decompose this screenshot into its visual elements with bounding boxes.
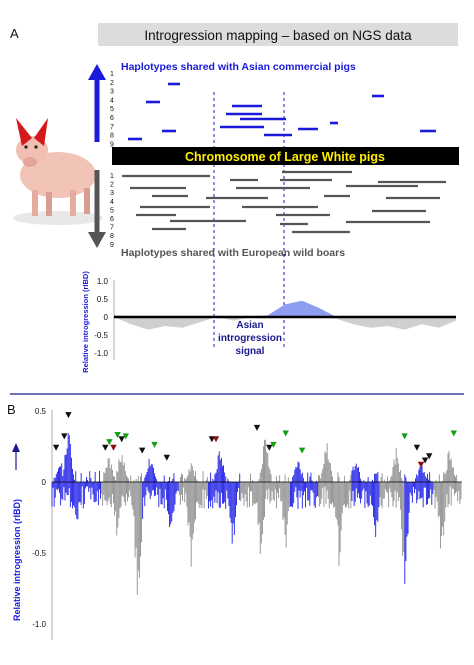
genome-y-tick-label: -0.5 (32, 549, 46, 558)
asian-row-number: 2 (110, 80, 114, 87)
genome-marker-triangle (426, 453, 433, 460)
genome-marker-triangle (417, 461, 425, 468)
genome-marker-triangle (298, 447, 306, 454)
genome-bars (51, 433, 462, 595)
genome-y-arrow-icon (12, 443, 20, 470)
genome-chart: 0.5 0 -0.5 -1.0 Relative introgression (rIB… (12, 407, 462, 640)
genome-y-tick-label: -1.0 (32, 620, 46, 629)
genome-marker-triangle (52, 444, 60, 451)
genome-marker-triangle (266, 444, 273, 451)
asian-row-number: 8 (110, 133, 114, 140)
panel-a-title: Introgression mapping – based on NGS dat… (144, 28, 412, 43)
european-row-number: 5 (110, 207, 114, 214)
european-row-numbers: 1 23 45 6 78 9 (110, 173, 114, 249)
genome-marker-triangle (421, 457, 429, 464)
signal-label-line-1: Asian (236, 320, 263, 331)
genome-marker-triangle (106, 439, 113, 446)
signal-y-tick-label: 0.5 (97, 295, 109, 304)
genome-marker-triangle (413, 444, 421, 451)
genome-marker-triangle (110, 444, 117, 451)
pig-icon (13, 118, 103, 225)
signal-label-line-2: introgression (218, 333, 282, 344)
european-row-number: 6 (110, 216, 114, 223)
genome-marker-triangle (61, 433, 68, 440)
chromosome-label: Chromosome of Large White pigs (185, 150, 385, 164)
asian-row-number: 4 (110, 97, 114, 104)
signal-negative-area (114, 317, 456, 330)
asian-row-number: 9 (110, 141, 114, 148)
genome-marker-triangle (270, 441, 277, 448)
genome-marker-triangle (212, 436, 220, 443)
genome-marker-triangle (208, 436, 216, 443)
signal-y-axis-label: Relative introgression (rIBD) (81, 271, 90, 373)
asian-row-number: 6 (110, 115, 114, 122)
asian-row-numbers: 1 2 34 5 6 7 89 (110, 71, 114, 148)
european-row-number: 7 (110, 225, 114, 232)
signal-label-line-3: signal (236, 346, 265, 357)
genome-marker-triangle (282, 430, 289, 437)
european-row-number: 4 (110, 199, 114, 206)
signal-y-tick-label: -0.5 (94, 331, 108, 340)
asian-haplotype-label: Haplotypes shared with Asian commercial … (121, 61, 356, 73)
asian-direction-arrow-icon (88, 64, 106, 142)
signal-y-tick-label: -1.0 (94, 349, 108, 358)
genome-markers (52, 412, 457, 468)
genome-marker-triangle (253, 424, 261, 431)
signal-y-tick-label: 0 (104, 313, 109, 322)
chromosome-bar (112, 147, 459, 165)
genome-marker-triangle (139, 447, 146, 454)
genome-marker-triangle (65, 412, 72, 419)
genome-marker-triangle (114, 431, 121, 438)
panel-a-letter: A (10, 26, 19, 41)
european-haplotype-label: Haplotypes shared with European wild boa… (121, 247, 345, 259)
panel-a-title-box (98, 23, 458, 46)
genome-marker-triangle (163, 454, 170, 461)
genome-marker-triangle (122, 433, 129, 440)
genome-marker-triangle (102, 444, 109, 451)
asian-row-number: 3 (110, 89, 114, 96)
signal-y-ticks: 1.0 0.5 0 -0.5 -1.0 (94, 277, 108, 358)
genome-y-ticks: 0.5 0 -0.5 -1.0 (32, 407, 46, 629)
genome-marker-triangle (450, 430, 457, 437)
genome-y-tick-label: 0 (42, 478, 47, 487)
signal-chart: 1.0 0.5 0 -0.5 -1.0 Relative introgression (… (81, 271, 456, 373)
genome-y-axis-label: Relative introgression (rIBD) (12, 499, 22, 621)
signal-y-tick-label: 1.0 (97, 277, 109, 286)
european-row-number: 8 (110, 233, 114, 240)
asian-row-number: 5 (110, 106, 114, 113)
genome-y-tick-label: 0.5 (35, 407, 47, 416)
european-row-number: 1 (110, 173, 114, 180)
panel-b-letter: B (7, 402, 16, 417)
asian-row-number: 7 (110, 124, 114, 131)
asian-row-number: 1 (110, 71, 114, 78)
european-direction-arrow-icon (88, 170, 106, 248)
signal-positive-area (114, 300, 456, 317)
asian-haplotype-segments (128, 82, 436, 141)
genome-marker-triangle (401, 433, 408, 440)
genome-marker-triangle (118, 436, 125, 443)
european-haplotype-segments (122, 170, 446, 234)
european-row-number: 3 (110, 190, 114, 197)
european-row-number: 9 (110, 242, 114, 249)
genome-marker-triangle (151, 441, 158, 448)
european-row-number: 2 (110, 182, 114, 189)
